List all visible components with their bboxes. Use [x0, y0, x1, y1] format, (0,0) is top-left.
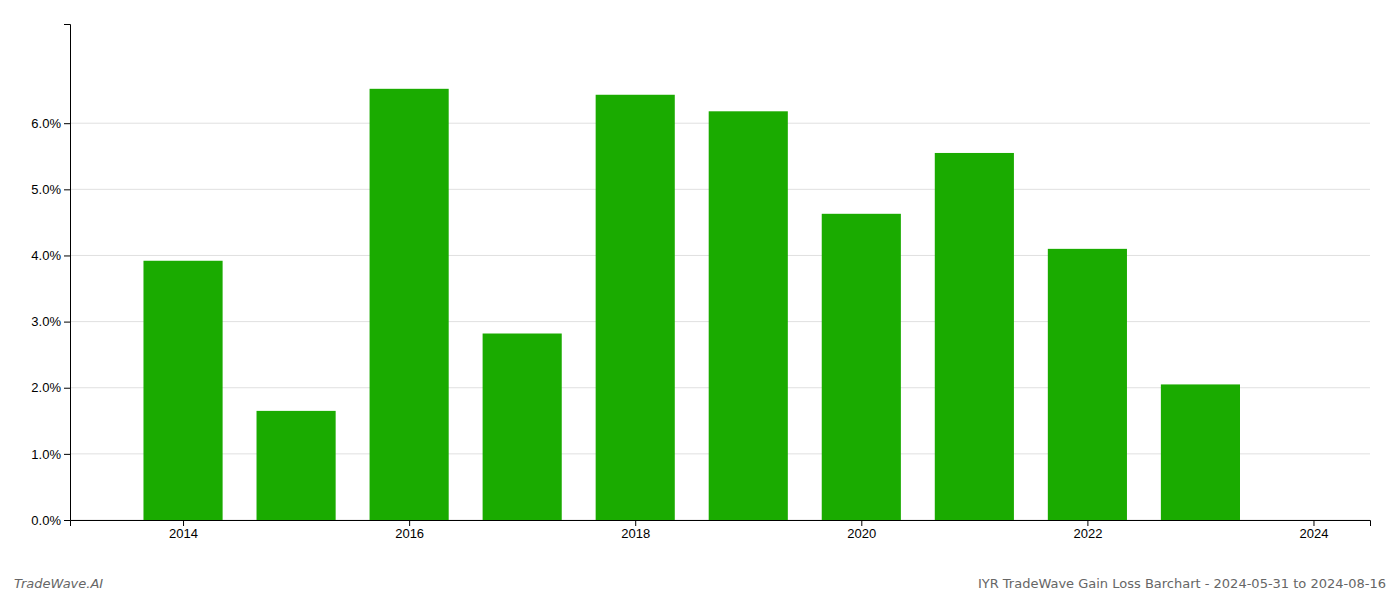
y-tick-label: 3.0%	[31, 314, 61, 329]
bars	[143, 89, 1240, 520]
y-tick-mark	[64, 520, 70, 521]
y-tick-mark	[64, 189, 70, 190]
x-tick: 2024	[1300, 520, 1329, 541]
y-tick-label: 0.0%	[31, 513, 61, 528]
y-axis-line	[64, 25, 71, 521]
y-tick-mark	[64, 388, 70, 389]
bar	[822, 214, 901, 520]
x-tick-mark	[861, 520, 862, 526]
bar	[257, 411, 336, 520]
y-tick: 5.0%	[31, 182, 70, 197]
y-tick-mark	[64, 123, 70, 124]
y-tick-label: 1.0%	[31, 447, 61, 462]
bar	[143, 261, 222, 520]
plot: 2014 2016 2018 2020 2022 2024 0.0% 1.0% 2.0% 3.0%…	[31, 25, 1370, 542]
x-tick-label: 2014	[169, 526, 198, 541]
x-tick-label: 2024	[1300, 526, 1329, 541]
y-tick: 0.0%	[31, 513, 70, 528]
x-tick-label: 2016	[395, 526, 424, 541]
x-tick: 2014	[169, 520, 198, 541]
y-tick-label: 2.0%	[31, 380, 61, 395]
x-tick-mark	[183, 520, 184, 526]
y-tick-label: 5.0%	[31, 182, 61, 197]
bar	[709, 111, 788, 520]
bar	[1048, 249, 1127, 520]
y-axis: 0.0% 1.0% 2.0% 3.0% 4.0% 5.0% 6.0%	[31, 25, 70, 528]
y-tick: 2.0%	[31, 380, 70, 395]
x-axis-line	[71, 521, 1371, 527]
y-tick-mark	[64, 454, 70, 455]
bar	[483, 334, 562, 520]
x-tick-mark	[1313, 520, 1314, 526]
y-tick-label: 4.0%	[31, 248, 61, 263]
x-tick-mark	[635, 520, 636, 526]
bar	[935, 153, 1014, 520]
x-axis: 2014 2016 2018 2020 2022 2024	[71, 520, 1371, 541]
y-tick: 6.0%	[31, 116, 70, 131]
x-tick-label: 2022	[1073, 526, 1102, 541]
x-tick-mark	[409, 520, 410, 526]
x-tick-label: 2018	[621, 526, 650, 541]
bar	[370, 89, 449, 520]
y-tick: 3.0%	[31, 314, 70, 329]
y-tick-mark	[64, 255, 70, 256]
y-tick-label: 6.0%	[31, 116, 61, 131]
x-tick: 2022	[1073, 520, 1102, 541]
y-tick: 4.0%	[31, 248, 70, 263]
title: IYR TradeWave Gain Loss Barchart - 2024-…	[978, 576, 1386, 591]
watermark: TradeWave.AI	[14, 576, 103, 591]
y-tick: 1.0%	[31, 447, 70, 462]
bar	[596, 95, 675, 520]
y-tick-mark	[64, 322, 70, 323]
x-tick: 2018	[621, 520, 650, 541]
x-tick-mark	[1087, 520, 1088, 526]
chart: 2014 2016 2018 2020 2022 2024 0.0% 1.0% 2.0% 3.0%…	[0, 0, 1400, 600]
x-tick: 2016	[395, 520, 424, 541]
bar	[1161, 384, 1240, 520]
x-tick: 2020	[847, 520, 876, 541]
x-tick-label: 2020	[847, 526, 876, 541]
